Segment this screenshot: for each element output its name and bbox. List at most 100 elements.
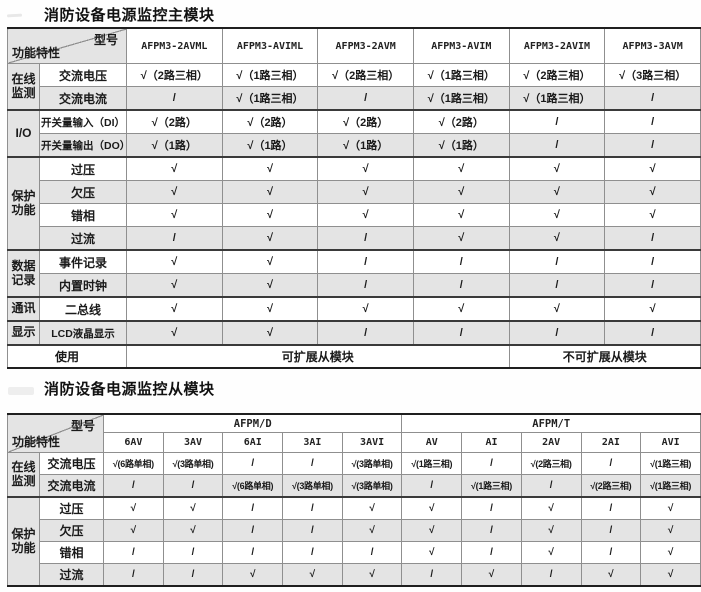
value-cell: √ bbox=[412, 203, 510, 227]
value-cell: √ bbox=[508, 226, 606, 251]
category-cell: 在线监测 bbox=[7, 63, 40, 111]
main-module-spec-table: 型号 功能特性 AFPM3-2AVML AFPM3-AVIML AFPM3-2AVM AF… bbox=[7, 27, 701, 369]
value-cell: √ bbox=[162, 519, 224, 542]
table-row: 保护功能 过压 √ √ / / √ √ / √ / √ bbox=[7, 496, 701, 587]
value-cell: √（3路三相） bbox=[604, 63, 701, 87]
value-cell: √(1路三相) bbox=[640, 452, 701, 475]
value-cell: √(3路单相) bbox=[341, 452, 403, 475]
value-cell: / bbox=[508, 320, 606, 346]
value-cell: √(1路三相) bbox=[401, 452, 463, 475]
usage-label: 使用 bbox=[7, 344, 127, 369]
table-row: 数据记录 事件记录 √ √ / / / / bbox=[7, 249, 701, 298]
value-cell: √ bbox=[341, 496, 403, 520]
value-cell: / bbox=[103, 541, 164, 564]
corner-bottom-label: 功能特性 bbox=[12, 435, 61, 449]
value-cell: / bbox=[341, 541, 403, 564]
value-cell: / bbox=[580, 541, 642, 564]
subheader-row: 6AV 3AV 6AI 3AI 3AVI AV AI 2AV 2AI AVI bbox=[8, 432, 701, 453]
corner-bottom-label: 功能特性 bbox=[12, 46, 61, 60]
table-row: 开关量输出（DO） √（1路） √（1路） √（1路） √（1路） / / bbox=[8, 133, 701, 158]
corner-header-cell: 型号功能特性 bbox=[7, 27, 127, 64]
table-row: 交流电流 / √（1路三相） / √（1路三相） √（1路三相） / bbox=[8, 86, 701, 111]
category-cell: I/O bbox=[7, 109, 40, 158]
value-cell: √ bbox=[103, 496, 164, 520]
series-group-header: AFPM/D bbox=[102, 413, 403, 433]
model-column-header: 3AI bbox=[282, 432, 343, 453]
value-cell: / bbox=[282, 519, 343, 542]
value-cell: / bbox=[317, 86, 414, 111]
value-cell: √(1路三相) bbox=[461, 474, 522, 498]
table-row: 欠压 √ √ √ √ √ √ bbox=[8, 180, 701, 204]
value-cell: / bbox=[508, 273, 606, 298]
value-cell: √ bbox=[508, 203, 606, 227]
value-cell: √ bbox=[317, 296, 414, 322]
value-cell: / bbox=[520, 474, 582, 498]
value-cell: √（1路三相） bbox=[412, 63, 510, 87]
corner-top-label: 型号 bbox=[93, 33, 118, 47]
value-cell: / bbox=[604, 320, 701, 346]
slave-module-spec-table: 型号 功能特性 AFPM/D AFPM/T 6AV 3AV 6AI 3AI 3AVI AV AI 2A… bbox=[7, 413, 701, 587]
category-cell: 通讯 bbox=[7, 296, 40, 322]
value-cell: / bbox=[282, 541, 343, 564]
value-cell: √(3路单相) bbox=[162, 452, 224, 475]
value-cell: √ bbox=[221, 156, 319, 181]
value-cell: / bbox=[103, 474, 164, 498]
value-cell: √ bbox=[412, 180, 510, 204]
table-row: 显示 LCD液晶显示 √ √ / / / / bbox=[7, 320, 701, 346]
value-cell: / bbox=[222, 541, 284, 564]
row-label: 过流 bbox=[39, 563, 104, 587]
value-cell: / bbox=[520, 563, 582, 587]
value-cell: √ bbox=[580, 563, 642, 587]
value-cell: √（1路） bbox=[412, 133, 510, 158]
model-column-header: AFPM3-2AVIM bbox=[508, 27, 606, 64]
value-cell: √ bbox=[412, 226, 510, 251]
value-cell: / bbox=[461, 496, 522, 520]
value-cell: √（1路） bbox=[221, 133, 319, 158]
row-label: 二总线 bbox=[39, 296, 127, 322]
value-cell: / bbox=[461, 452, 522, 475]
value-cell: √（1路三相） bbox=[508, 86, 606, 111]
value-cell: √ bbox=[520, 519, 582, 542]
value-cell: √ bbox=[520, 541, 582, 564]
value-cell: √(1路三相) bbox=[640, 474, 701, 498]
value-cell: √ bbox=[640, 563, 701, 587]
value-cell: / bbox=[317, 226, 414, 251]
table-row: 过流 / / √ √ √ / √ / √ √ bbox=[8, 563, 701, 587]
table-row: 在线监测 交流电压 √（2路三相） √（1路三相） √（2路三相） √（1路三相） √（2路… bbox=[7, 63, 701, 111]
usage-row: 使用 可扩展从模块 不可扩展从模块 bbox=[7, 344, 701, 369]
value-cell: √（1路三相） bbox=[221, 86, 319, 111]
corner-header-cell: 型号 功能特性 bbox=[7, 413, 104, 453]
value-cell: √（1路三相） bbox=[412, 86, 510, 111]
row-label: 内置时钟 bbox=[39, 273, 127, 298]
table-row: 通讯 二总线 √ √ √ √ √ √ bbox=[7, 296, 701, 322]
category-cell: 保护功能 bbox=[7, 496, 40, 587]
model-column-header: AV bbox=[401, 432, 463, 453]
value-cell: √(6路单相) bbox=[103, 452, 164, 475]
value-cell: √ bbox=[508, 180, 606, 204]
table-row: 错相 √ √ √ √ √ √ bbox=[8, 203, 701, 227]
value-cell: / bbox=[461, 519, 522, 542]
value-cell: / bbox=[317, 249, 414, 274]
model-column-header: AFPM3-2AVM bbox=[317, 27, 414, 64]
category-cell: 显示 bbox=[7, 320, 40, 346]
table-row: 过流 / √ / √ √ / bbox=[8, 226, 701, 251]
value-cell: √ bbox=[412, 296, 510, 322]
model-column-header: AFPM3-2AVML bbox=[126, 27, 223, 64]
table-row: 错相 / / / / / √ / √ / √ bbox=[8, 541, 701, 564]
value-cell: / bbox=[580, 496, 642, 520]
value-cell: / bbox=[282, 496, 343, 520]
model-column-header: AFPM3-3AVM bbox=[604, 27, 701, 64]
corner-top-label: 型号 bbox=[70, 419, 95, 433]
value-cell: / bbox=[580, 452, 642, 475]
value-cell: / bbox=[317, 320, 414, 346]
slave-module-table-title: 消防设备电源监控从模块 bbox=[44, 381, 215, 398]
value-cell: √ bbox=[461, 563, 522, 587]
value-cell: √ bbox=[282, 563, 343, 587]
value-cell: √ bbox=[221, 249, 319, 274]
model-column-header: AFPM3-AVIM bbox=[412, 27, 510, 64]
table-row: 在线监测 交流电压 √(6路单相) √(3路单相) / / √(3路单相) √(1路三相) / √… bbox=[7, 452, 701, 498]
value-cell: / bbox=[401, 563, 463, 587]
row-label: 交流电压 bbox=[39, 452, 104, 475]
value-cell: √ bbox=[126, 273, 223, 298]
